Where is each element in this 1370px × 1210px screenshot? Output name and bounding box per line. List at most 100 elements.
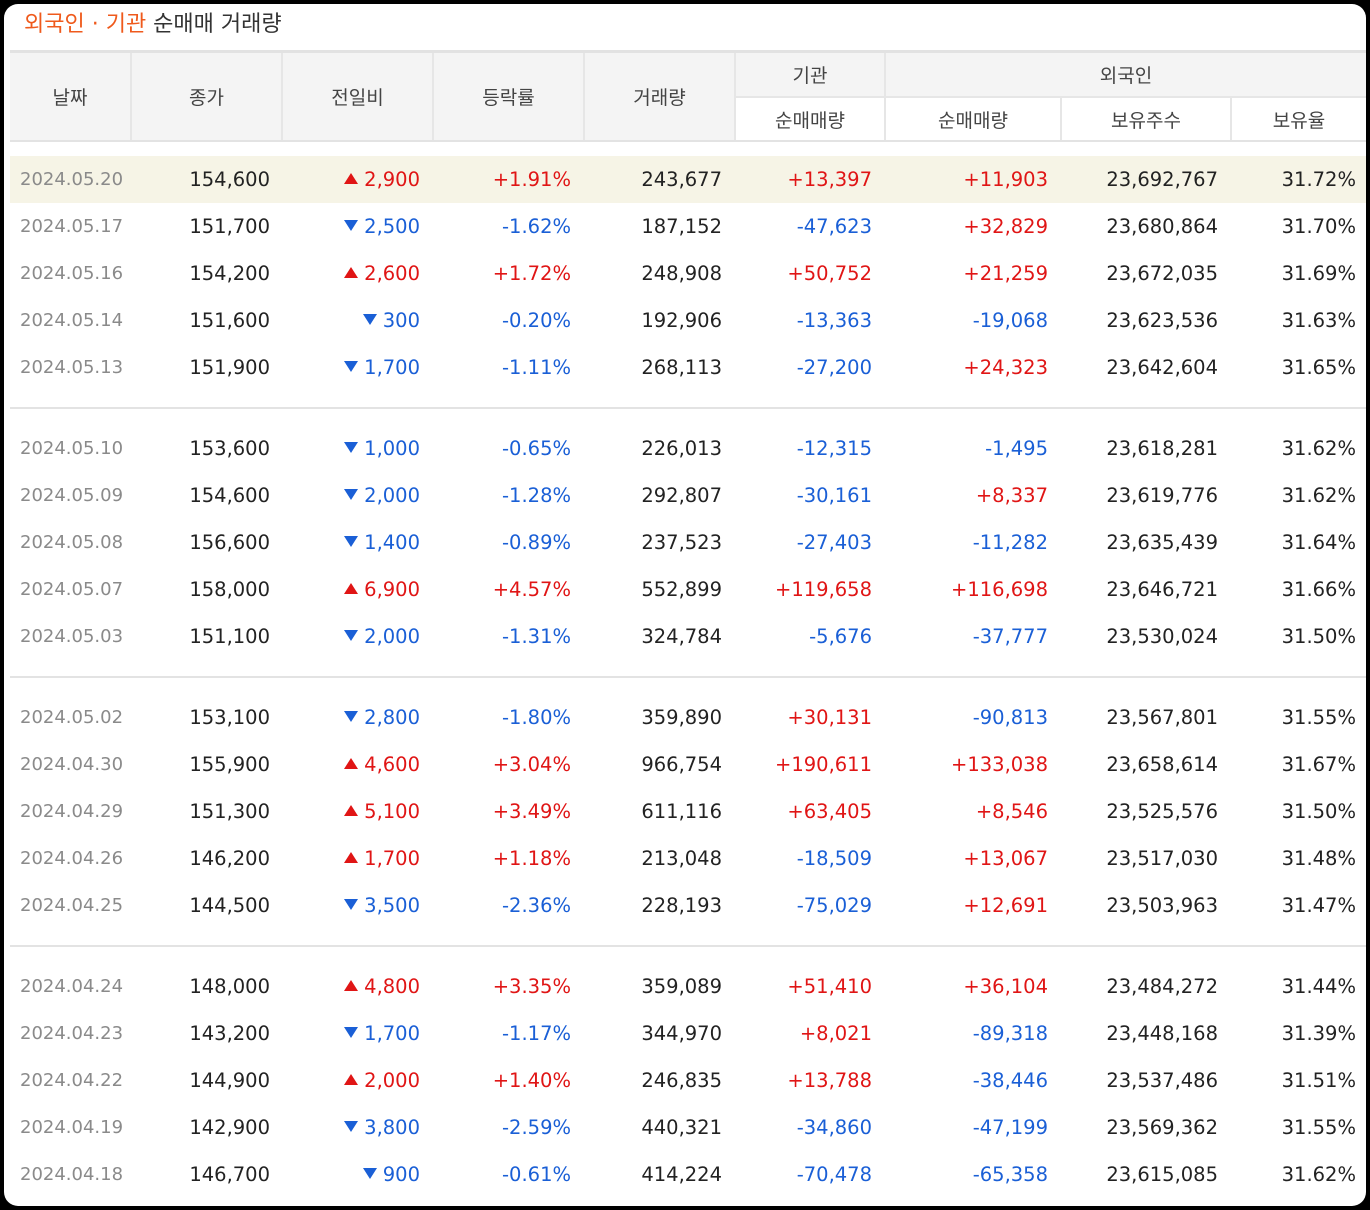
cell-foreign-ratio: 31.62% xyxy=(1281,437,1356,460)
cell-date: 2024.05.07 xyxy=(20,579,124,600)
cell-close: 154,600 xyxy=(189,484,270,507)
cell-date: 2024.04.22 xyxy=(20,1070,124,1091)
cell-foreign-net: +13,067 xyxy=(963,847,1048,870)
cell-volume: 187,152 xyxy=(641,215,722,238)
cell-rate: +1.91% xyxy=(492,168,571,191)
change-value: 2,600 xyxy=(364,262,420,285)
cell-close: 151,300 xyxy=(189,800,270,823)
cell-change: 1,700 xyxy=(344,835,420,882)
table-row[interactable]: 2024.05.03 151,100 2,000 -1.31% 324,784 -5,67… xyxy=(10,613,1366,660)
table-row[interactable]: 2024.04.22 144,900 2,000 +1.40% 246,835 +13,7… xyxy=(10,1057,1366,1104)
table-row[interactable]: 2024.05.14 151,600 300 -0.20% 192,906 -13,363… xyxy=(10,297,1366,344)
cell-close: 143,200 xyxy=(189,1022,270,1045)
cell-institution-net: -30,161 xyxy=(796,484,872,507)
cell-foreign-holdings: 23,642,604 xyxy=(1106,356,1218,379)
cell-close: 151,600 xyxy=(189,309,270,332)
cell-foreign-ratio: 31.55% xyxy=(1281,1116,1356,1139)
cell-date: 2024.05.14 xyxy=(20,310,124,331)
cell-volume: 237,523 xyxy=(641,531,722,554)
cell-volume: 440,321 xyxy=(641,1116,722,1139)
down-triangle-icon xyxy=(362,1168,377,1179)
cell-volume: 213,048 xyxy=(641,847,722,870)
down-triangle-icon xyxy=(344,1121,359,1132)
table-row[interactable]: 2024.05.20 154,600 2,900 +1.91% 243,677 +13,3… xyxy=(10,156,1366,203)
down-triangle-icon xyxy=(344,489,359,500)
cell-foreign-holdings: 23,680,864 xyxy=(1106,215,1218,238)
cell-volume: 228,193 xyxy=(641,894,722,917)
change-value: 2,000 xyxy=(364,625,420,648)
col-divider xyxy=(1060,98,1062,140)
table-row[interactable]: 2024.04.23 143,200 1,700 -1.17% 344,970 +8,02… xyxy=(10,1010,1366,1057)
down-triangle-icon xyxy=(344,711,359,722)
table-row[interactable]: 2024.05.02 153,100 2,800 -1.80% 359,890 +30,1… xyxy=(10,694,1366,741)
group-divider xyxy=(10,929,1366,963)
cell-change: 2,000 xyxy=(344,613,420,660)
header-foreign-ratio[interactable]: 보유율 xyxy=(1272,109,1326,132)
table-row[interactable]: 2024.04.26 146,200 1,700 +1.18% 213,048 -18,5… xyxy=(10,835,1366,882)
down-triangle-icon xyxy=(344,442,359,453)
cell-foreign-holdings: 23,619,776 xyxy=(1106,484,1218,507)
header-change[interactable]: 전일비 xyxy=(283,53,432,140)
table-row[interactable]: 2024.04.19 142,900 3,800 -2.59% 440,321 -34,8… xyxy=(10,1104,1366,1151)
cell-change: 300 xyxy=(362,297,420,344)
cell-institution-net: -27,403 xyxy=(796,531,872,554)
cell-date: 2024.05.13 xyxy=(20,357,124,378)
header-rate[interactable]: 등락률 xyxy=(434,53,583,140)
cell-change: 6,900 xyxy=(344,566,420,613)
cell-date: 2024.05.09 xyxy=(20,485,124,506)
col-divider xyxy=(130,53,132,140)
change-value: 4,600 xyxy=(364,753,420,776)
cell-foreign-ratio: 31.66% xyxy=(1281,578,1356,601)
cell-change: 1,700 xyxy=(344,344,420,391)
up-triangle-icon xyxy=(344,583,359,594)
cell-institution-net: +13,397 xyxy=(787,168,872,191)
cell-institution-net: -13,363 xyxy=(796,309,872,332)
cell-volume: 292,807 xyxy=(641,484,722,507)
table-row[interactable]: 2024.05.09 154,600 2,000 -1.28% 292,807 -30,1… xyxy=(10,472,1366,519)
table-row[interactable]: 2024.04.30 155,900 4,600 +3.04% 966,754 +190,… xyxy=(10,741,1366,788)
cell-institution-net: -5,676 xyxy=(809,625,872,648)
table-row[interactable]: 2024.04.25 144,500 3,500 -2.36% 228,193 -75,0… xyxy=(10,882,1366,929)
cell-foreign-ratio: 31.63% xyxy=(1281,309,1356,332)
title-highlight: 외국인 · 기관 xyxy=(24,12,147,37)
cell-foreign-holdings: 23,692,767 xyxy=(1106,168,1218,191)
header-foreign-net[interactable]: 순매매량 xyxy=(938,109,1008,132)
header-divider xyxy=(734,96,1366,98)
table-row[interactable]: 2024.04.24 148,000 4,800 +3.35% 359,089 +51,4… xyxy=(10,963,1366,1010)
table-row[interactable]: 2024.05.16 154,200 2,600 +1.72% 248,908 +50,7… xyxy=(10,250,1366,297)
header-institution-net[interactable]: 순매매량 xyxy=(775,109,845,132)
header-date[interactable]: 날짜 xyxy=(10,53,130,140)
table-row[interactable]: 2024.05.07 158,000 6,900 +4.57% 552,899 +119,… xyxy=(10,566,1366,613)
table-row[interactable]: 2024.05.17 151,700 2,500 -1.62% 187,152 -47,6… xyxy=(10,203,1366,250)
header-volume[interactable]: 거래량 xyxy=(585,53,734,140)
cell-rate: -2.59% xyxy=(502,1116,571,1139)
cell-foreign-net: +8,546 xyxy=(975,800,1048,823)
cell-volume: 243,677 xyxy=(641,168,722,191)
cell-rate: +3.49% xyxy=(492,800,571,823)
up-triangle-icon xyxy=(344,852,359,863)
cell-institution-net: -34,860 xyxy=(796,1116,872,1139)
cell-foreign-ratio: 31.62% xyxy=(1281,1163,1356,1186)
cell-rate: -1.28% xyxy=(502,484,571,507)
header-foreign-holdings[interactable]: 보유주수 xyxy=(1111,109,1181,132)
cell-change: 3,500 xyxy=(344,882,420,929)
cell-volume: 248,908 xyxy=(641,262,722,285)
col-divider xyxy=(583,53,585,140)
cell-foreign-net: -65,358 xyxy=(972,1163,1048,1186)
header-close[interactable]: 종가 xyxy=(132,53,281,140)
cell-close: 151,700 xyxy=(189,215,270,238)
cell-foreign-holdings: 23,517,030 xyxy=(1106,847,1218,870)
cell-foreign-ratio: 31.70% xyxy=(1281,215,1356,238)
table-row[interactable]: 2024.05.13 151,900 1,700 -1.11% 268,113 -27,2… xyxy=(10,344,1366,391)
cell-rate: -1.11% xyxy=(502,356,571,379)
group-divider xyxy=(10,660,1366,694)
table-row[interactable]: 2024.05.10 153,600 1,000 -0.65% 226,013 -12,3… xyxy=(10,425,1366,472)
cell-change: 2,500 xyxy=(344,203,420,250)
table-row[interactable]: 2024.05.08 156,600 1,400 -0.89% 237,523 -27,4… xyxy=(10,519,1366,566)
table-row[interactable]: 2024.04.18 146,700 900 -0.61% 414,224 -70,478… xyxy=(10,1151,1366,1198)
table-row[interactable]: 2024.04.29 151,300 5,100 +3.49% 611,116 +63,4… xyxy=(10,788,1366,835)
down-triangle-icon xyxy=(344,361,359,372)
cell-date: 2024.04.18 xyxy=(20,1164,124,1185)
cell-foreign-ratio: 31.48% xyxy=(1281,847,1356,870)
cell-change: 1,000 xyxy=(344,425,420,472)
